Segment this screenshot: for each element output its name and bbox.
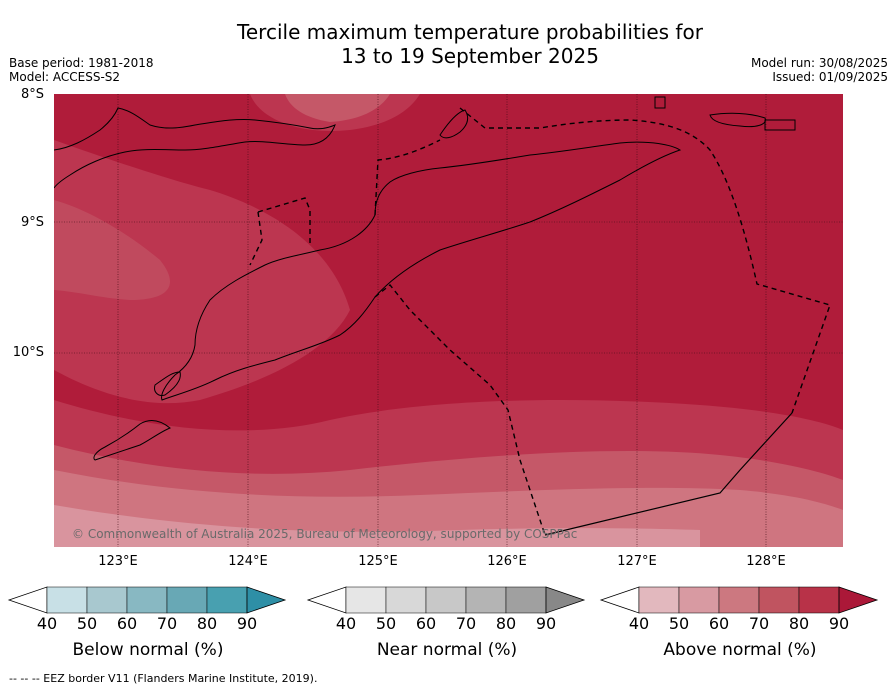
- coastlines: [54, 96, 796, 461]
- colorbar-segment: [718, 586, 760, 614]
- colorbar-above-label: Above normal (%): [663, 640, 817, 660]
- colorbar-extend-high: [246, 586, 287, 614]
- colorbar-segment: [638, 586, 680, 614]
- copyright-text: © Commonwealth of Australia 2025, Bureau…: [72, 527, 578, 541]
- colorbar-tick-label: 70: [748, 614, 770, 633]
- colorbar-segment: [166, 586, 208, 614]
- colorbar-extend-high: [838, 586, 879, 614]
- colorbar-segment: [465, 586, 507, 614]
- model-text: Model: ACCESS-S2: [9, 70, 121, 84]
- colorbar-tick-label: 90: [828, 614, 850, 633]
- issued-text: Issued: 01/09/2025: [772, 70, 888, 84]
- map-title-line2: 13 to 19 September 2025: [341, 44, 599, 68]
- colorbar-tick-label: 40: [628, 614, 650, 633]
- colorbar-above-normal: [599, 586, 879, 614]
- colorbar-tick-label: 90: [535, 614, 557, 633]
- colorbar-segment: [678, 586, 720, 614]
- colorbar-extend-high: [545, 586, 586, 614]
- map-title-line1: Tercile maximum temperature probabilitie…: [237, 20, 703, 44]
- colorbar-tick-label: 60: [116, 614, 138, 633]
- colorbar-tick-label: 40: [36, 614, 58, 633]
- eez-footer-note: -- -- -- EEZ border V11 (Flanders Marine…: [9, 672, 318, 685]
- colorbar-extend-low: [599, 586, 640, 614]
- colorbar-tick-label: 70: [455, 614, 477, 633]
- colorbar-tick-label: 50: [375, 614, 397, 633]
- lon-label-125e: 125°E: [358, 554, 398, 569]
- colorbar-tick-label: 80: [788, 614, 810, 633]
- eez-border: [249, 107, 831, 536]
- lon-label-128e: 128°E: [746, 554, 786, 569]
- colorbar-segment: [86, 586, 128, 614]
- shade-p50-south: [54, 470, 843, 547]
- colorbar-segment: [345, 586, 387, 614]
- colorbar-segment: [206, 586, 248, 614]
- shade-p60-top: [285, 94, 390, 122]
- lat-label-10s: 10°S: [12, 345, 44, 360]
- lat-label-9s: 9°S: [20, 215, 44, 230]
- colorbar-tick-label: 70: [156, 614, 178, 633]
- colorbar-segment: [425, 586, 467, 614]
- lat-label-8s: 8°S: [20, 87, 44, 102]
- colorbar-tick-label: 80: [196, 614, 218, 633]
- lon-label-123e: 123°E: [98, 554, 138, 569]
- colorbar-tick-label: 40: [335, 614, 357, 633]
- shade-p60-west-a: [54, 200, 170, 300]
- colorbar-segment: [798, 586, 840, 614]
- colorbar-tick-label: 80: [495, 614, 517, 633]
- colorbar-below-label: Below normal (%): [72, 640, 224, 660]
- lon-label-127e: 127°E: [617, 554, 657, 569]
- colorbar-below-normal: [7, 586, 287, 614]
- colorbar-tick-label: 50: [668, 614, 690, 633]
- colorbar-extend-low: [306, 586, 347, 614]
- colorbar-near-normal: [306, 586, 586, 614]
- colorbar-segment: [126, 586, 168, 614]
- colorbar-segment: [385, 586, 427, 614]
- shade-p40-south: [54, 505, 700, 547]
- colorbar-extend-low: [7, 586, 48, 614]
- colorbar-tick-label: 50: [76, 614, 98, 633]
- colorbar-near-label: Near normal (%): [376, 640, 518, 660]
- colorbar-segment: [758, 586, 800, 614]
- lon-label-124e: 124°E: [228, 554, 268, 569]
- shade-p70-west: [54, 140, 350, 404]
- colorbar-tick-label: 90: [236, 614, 258, 633]
- colorbar-tick-label: 60: [415, 614, 437, 633]
- probability-shading: [54, 94, 843, 547]
- lon-label-126e: 126°E: [487, 554, 527, 569]
- base-period-text: Base period: 1981-2018: [9, 56, 154, 70]
- colorbars: [7, 586, 879, 614]
- colorbar-tick-label: 60: [708, 614, 730, 633]
- eez-solid-border: [544, 412, 793, 536]
- colorbar-segment: [505, 586, 547, 614]
- colorbar-segment: [46, 586, 88, 614]
- model-run-text: Model run: 30/08/2025: [750, 56, 888, 70]
